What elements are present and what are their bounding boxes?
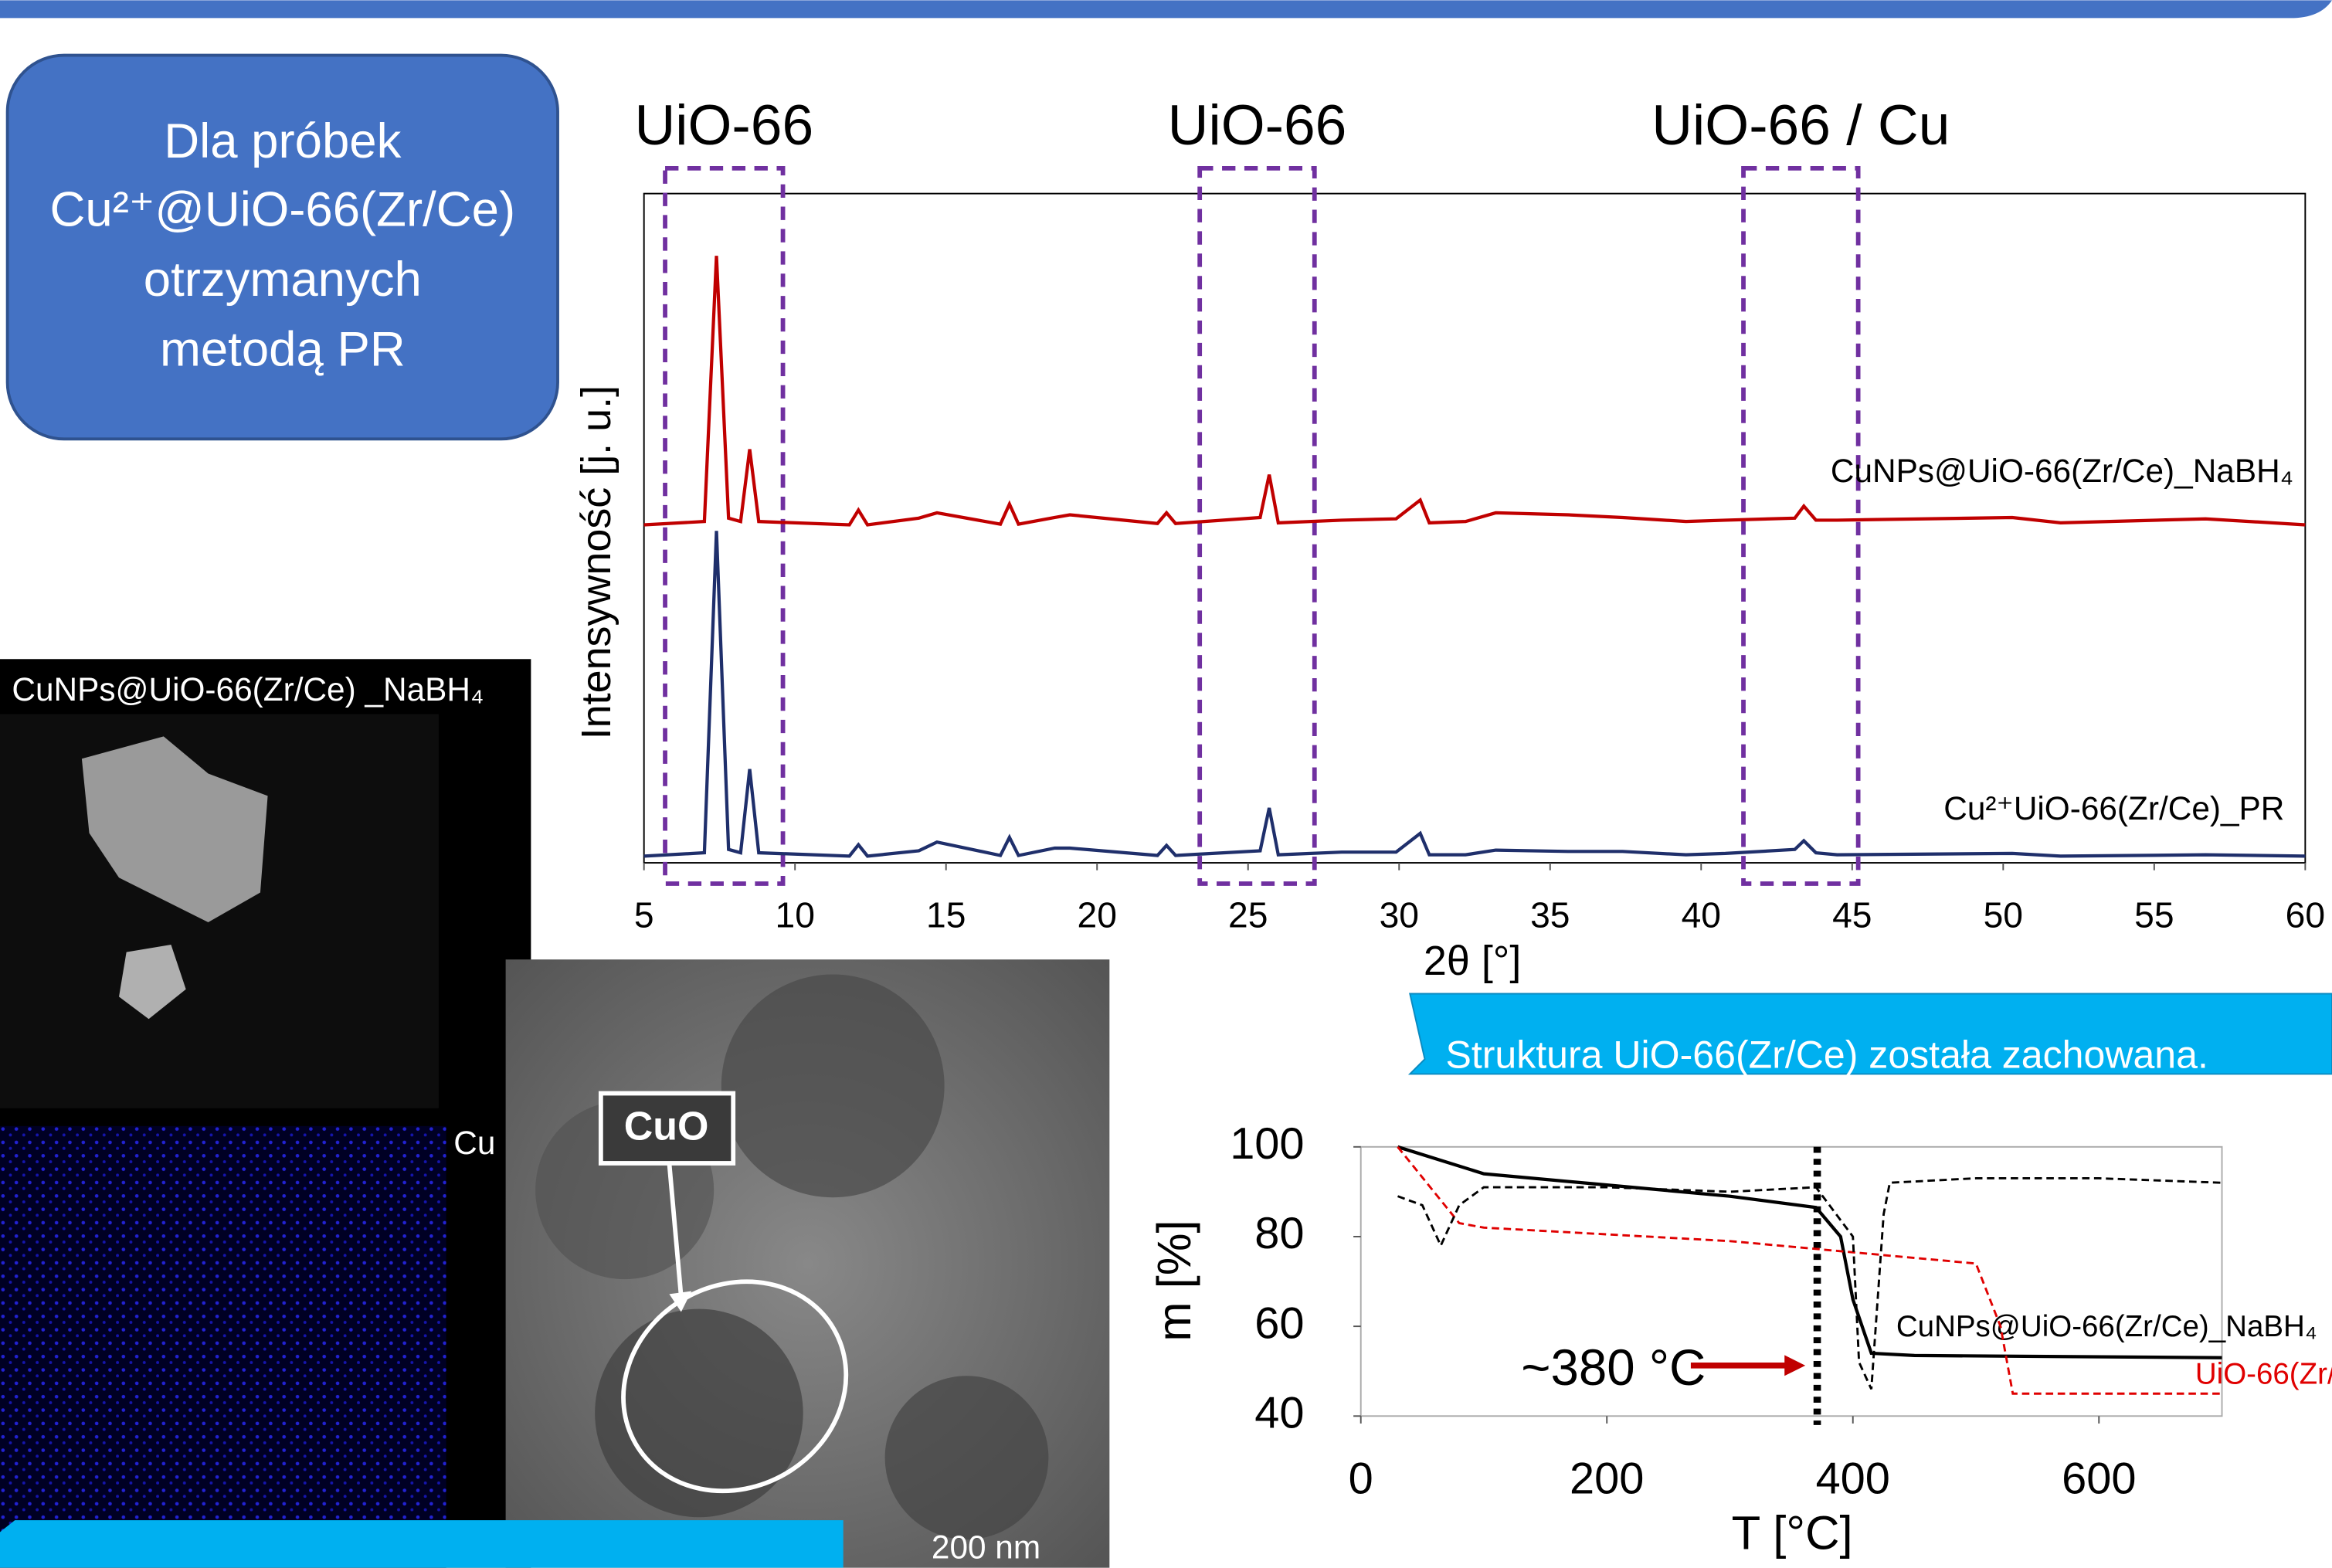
- series-line: [1397, 1145, 2222, 1359]
- x-tick-label: 50: [1984, 894, 2023, 935]
- series-label: CuNPs@UiO-66(Zr/Ce)_NaBH₄: [1831, 453, 2293, 489]
- tem-label: CuO: [624, 1104, 709, 1149]
- x-tick-label: 5: [634, 894, 654, 935]
- particle: [884, 1376, 1049, 1540]
- region-box: [1197, 166, 1317, 886]
- x-axis-label: 2θ [°]: [1424, 938, 1521, 984]
- x-tick-label: 45: [1832, 894, 1872, 935]
- particle: [81, 736, 268, 923]
- x-tick-label: 200: [1570, 1454, 1644, 1503]
- info-text: Cu²⁺@UiO-66(Zr/Ce): [50, 182, 516, 236]
- x-tick-label: 35: [1530, 894, 1570, 935]
- particle: [595, 1308, 803, 1518]
- highlight: [621, 1279, 849, 1494]
- arrow: [667, 1162, 684, 1298]
- info-text: metodą PR: [160, 321, 406, 376]
- x-axis-label: T [°C]: [1732, 1507, 1853, 1560]
- scale-bar: 200 nm: [932, 1529, 1040, 1566]
- y-tick-label: 80: [1254, 1209, 1304, 1258]
- edx-label: CuNPs@UiO-66(Zr/Ce) _NaBH₄: [12, 671, 484, 708]
- series-label: CuNPs@UiO-66(Zr/Ce)_NaBH₄: [1896, 1310, 2317, 1343]
- info-box: [5, 53, 559, 441]
- series-line: [1397, 1177, 2222, 1390]
- series-line: [643, 531, 2306, 858]
- x-tick-label: 15: [926, 894, 966, 935]
- x-tick-label: 20: [1078, 894, 1117, 935]
- region-box: [1741, 166, 1861, 886]
- cu-map: [0, 1125, 446, 1568]
- x-tick-label: 600: [2062, 1454, 2136, 1503]
- x-tick-label: 25: [1228, 894, 1268, 935]
- y-tick-label: 40: [1254, 1389, 1304, 1438]
- particle: [119, 944, 186, 1020]
- series-label: Cu²⁺UiO-66(Zr/Ce)_PR: [1943, 790, 2284, 826]
- x-tick-label: 30: [1380, 894, 1419, 935]
- label-box: [598, 1091, 736, 1166]
- map-label: Cu: [453, 1125, 495, 1161]
- info-text: otrzymanych: [144, 252, 422, 307]
- x-tick-label: 40: [1682, 894, 1721, 935]
- series-label: UiO-66(Zr/Ce): [2195, 1357, 2332, 1390]
- callout: [1407, 993, 2332, 1075]
- callout: [0, 1520, 844, 1568]
- particle: [721, 974, 945, 1198]
- header-bar: [0, 0, 2332, 19]
- info-text: Dla próbek: [164, 114, 401, 168]
- region-label: UiO-66 / Cu: [1651, 93, 1950, 157]
- plot-area: [643, 192, 2307, 864]
- arrow-head: [1784, 1355, 1806, 1376]
- plot-area: [1359, 1145, 2223, 1417]
- y-tick-label: 100: [1230, 1119, 1304, 1169]
- x-tick-label: 55: [2134, 894, 2174, 935]
- region-box: [663, 166, 786, 886]
- region-label: UiO-66: [1168, 93, 1347, 157]
- x-tick-label: 10: [776, 894, 815, 935]
- y-axis-label: m [%]: [1148, 1220, 1201, 1341]
- y-axis-label: Intensywność [j. u.]: [573, 385, 619, 739]
- annotation: ~380 °C: [1521, 1339, 1706, 1396]
- series-line: [643, 256, 2306, 527]
- x-tick-label: 400: [1816, 1454, 1890, 1503]
- y-tick-label: 60: [1254, 1298, 1304, 1348]
- x-tick-label: 0: [1349, 1454, 1373, 1503]
- series-line: [1397, 1145, 2222, 1395]
- region-label: UiO-66: [634, 93, 813, 157]
- callout-text: Struktura UiO-66(Zr/Ce) została zachowan…: [1445, 1033, 2208, 1076]
- x-tick-label: 60: [2286, 894, 2325, 935]
